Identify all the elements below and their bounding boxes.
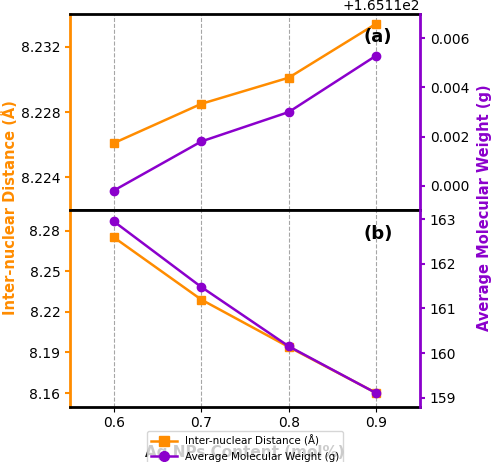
Text: Ag NPs Content (mol%): Ag NPs Content (mol%)	[145, 445, 345, 460]
Text: (a): (a)	[364, 29, 392, 46]
Text: Inter-nuclear Distance (Å): Inter-nuclear Distance (Å)	[2, 100, 18, 316]
Text: (b): (b)	[364, 225, 392, 243]
Legend: Inter-nuclear Distance (Å), Average Molecular Weight (g): Inter-nuclear Distance (Å), Average Mole…	[146, 431, 344, 462]
Text: Average Molecular Weight (g): Average Molecular Weight (g)	[478, 85, 492, 331]
